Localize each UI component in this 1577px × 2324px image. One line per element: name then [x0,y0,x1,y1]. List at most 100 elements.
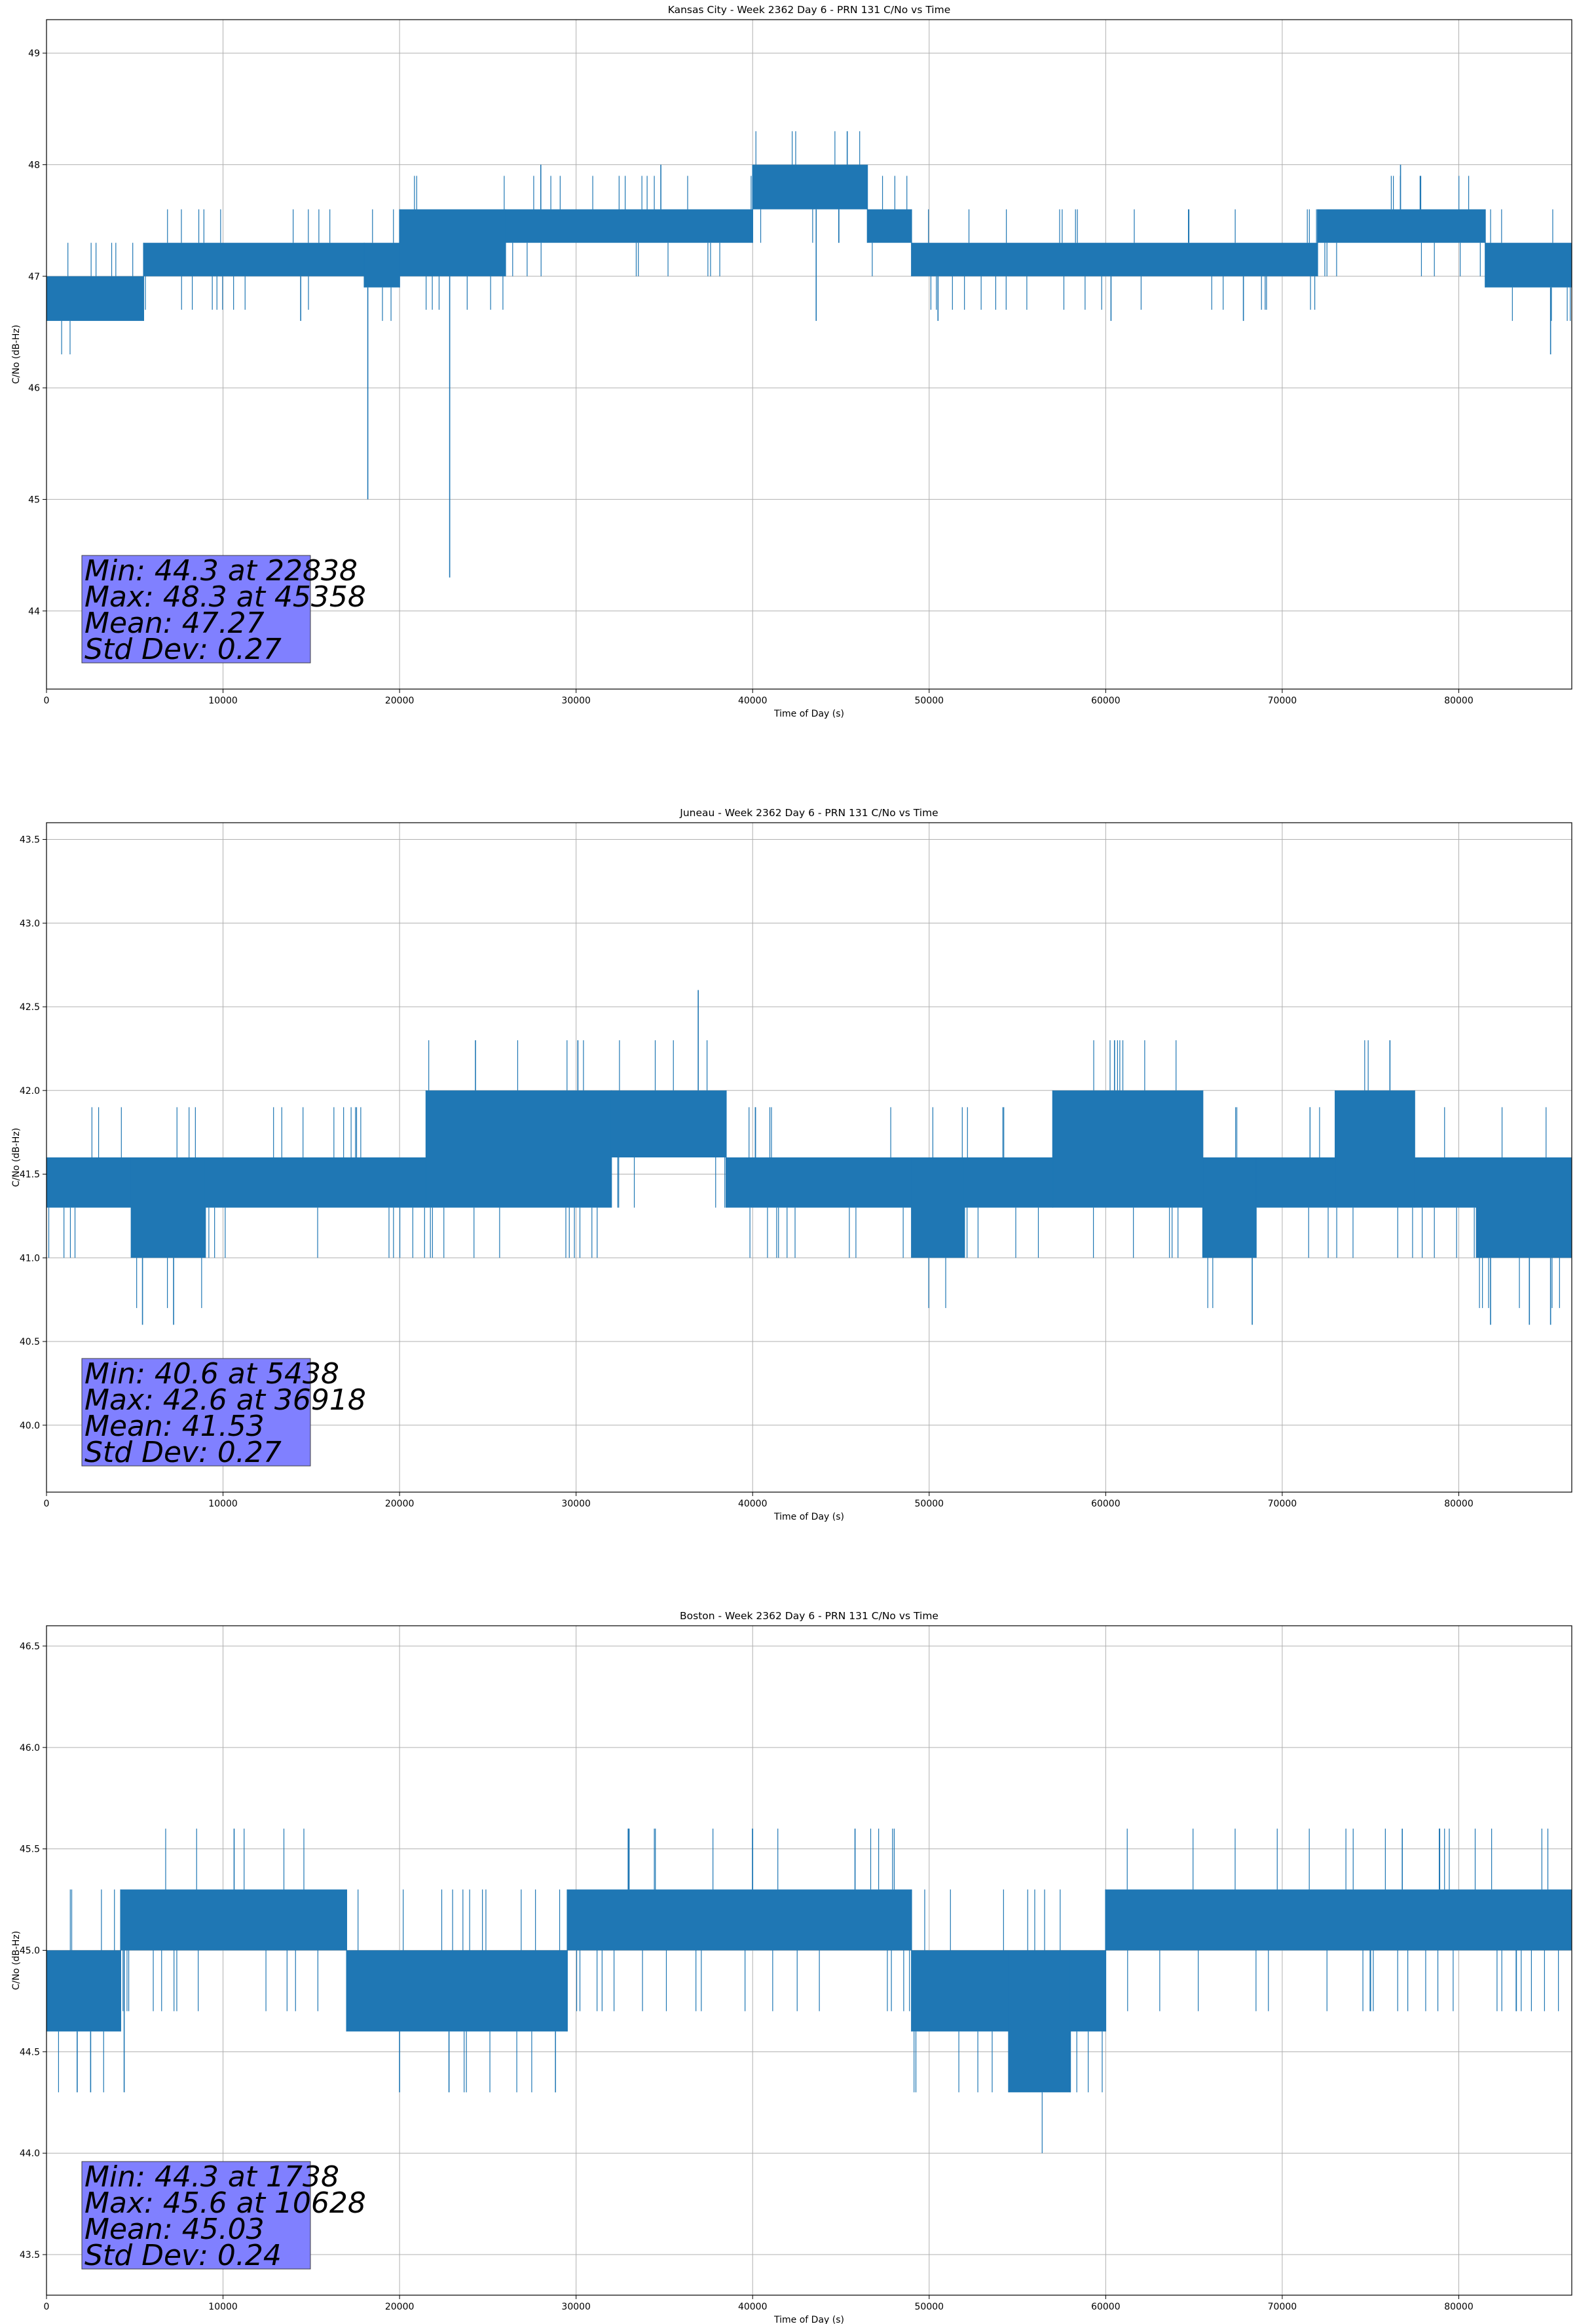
chart-title: Juneau - Week 2362 Day 6 - PRN 131 C/No … [679,807,938,819]
signal-band [1009,1950,1071,2093]
x-tick-label: 60000 [1091,2302,1121,2312]
y-tick-label: 44.0 [20,2148,40,2159]
signal-band [726,1157,912,1208]
y-tick-label: 41.5 [20,1170,40,1180]
y-tick-label: 44 [28,607,40,617]
signal-band [567,1889,912,1951]
signal-band [46,1950,121,2032]
x-tick-label: 70000 [1268,696,1297,706]
signal-band [1202,1157,1256,1258]
x-tick-label: 30000 [561,2302,591,2312]
signal-band [1485,242,1572,288]
stats-line: Std Dev: 0.24 [84,2239,282,2272]
stats-box [81,2161,311,2270]
x-tick-label: 20000 [385,2302,415,2312]
signal-band [1476,1157,1572,1258]
y-tick-label: 43.0 [20,918,40,929]
stats-line: Min: 44.3 at 1738 [84,2160,339,2194]
chart-title: Kansas City - Week 2362 Day 6 - PRN 131 … [668,4,951,16]
signal-band [911,1950,1009,2032]
stats-line: Mean: 45.03 [84,2213,265,2246]
signal-band [143,242,365,276]
signal-band [1335,1090,1415,1208]
x-tick-label: 80000 [1444,696,1474,706]
y-tick-label: 42.0 [20,1086,40,1096]
chart-panel-3: Boston - Week 2362 Day 6 - PRN 131 C/No … [11,1610,1572,2324]
x-tick-label: 60000 [1091,696,1121,706]
data-series [46,1828,1572,2154]
x-tick-label: 60000 [1091,1499,1121,1509]
signal-band [426,1090,612,1208]
signal-band [911,1157,965,1258]
stats-line: Mean: 41.53 [84,1410,265,1443]
y-tick-label: 43.5 [20,835,40,846]
stats-line: Max: 45.6 at 10628 [84,2186,366,2220]
chart-panel-2: Juneau - Week 2362 Day 6 - PRN 131 C/No … [11,807,1572,1522]
stats-line: Mean: 47.27 [84,607,265,640]
x-tick-label: 70000 [1268,1499,1297,1509]
y-tick-label: 47 [28,272,40,282]
y-tick-label: 48 [28,160,40,170]
x-tick-label: 0 [44,1499,50,1509]
y-tick-label: 46 [28,383,40,394]
y-tick-label: 46.5 [20,1641,40,1652]
stats-line: Std Dev: 0.27 [84,633,282,666]
x-tick-label: 20000 [385,1499,415,1509]
signal-band [346,1950,568,2032]
signal-band [121,1889,347,1951]
y-tick-label: 46.0 [20,1743,40,1753]
signal-band [364,242,400,288]
x-axis-label: Time of Day (s) [773,2315,844,2324]
stats-line: Std Dev: 0.27 [84,1436,282,1469]
y-axis-label: C/No (dB-Hz) [11,325,22,384]
signal-band [46,1157,132,1208]
y-tick-label: 45.0 [20,1946,40,1957]
signal-band [911,242,1318,276]
signal-band [752,164,868,210]
signal-band [1105,1889,1572,1951]
signal-band [505,209,753,243]
x-tick-label: 50000 [915,2302,944,2312]
stats-line: Min: 44.3 at 22838 [84,554,358,588]
signal-band [205,1157,426,1208]
stats-box [81,1358,311,1467]
stats-line: Max: 42.6 at 36918 [84,1383,366,1417]
signal-band [131,1157,206,1258]
signal-band [1317,209,1485,243]
x-tick-label: 50000 [915,1499,944,1509]
x-tick-label: 30000 [561,696,591,706]
x-tick-label: 10000 [208,2302,238,2312]
signal-band [1255,1157,1335,1208]
x-tick-label: 80000 [1444,2302,1474,2312]
stats-box [81,555,311,664]
stats-line: Min: 40.6 at 5438 [84,1357,339,1391]
y-tick-label: 40.0 [20,1421,40,1431]
y-tick-label: 42.5 [20,1002,40,1013]
y-tick-label: 49 [28,48,40,59]
signal-band [1415,1157,1477,1208]
x-tick-label: 70000 [1268,2302,1297,2312]
x-tick-label: 40000 [738,1499,768,1509]
chart-title: Boston - Week 2362 Day 6 - PRN 131 C/No … [680,1610,938,1622]
signal-band [611,1090,726,1157]
x-tick-label: 50000 [915,696,944,706]
y-tick-label: 40.5 [20,1337,40,1347]
axes-frame [46,19,1572,690]
x-tick-label: 0 [44,2302,50,2312]
x-tick-label: 40000 [738,2302,768,2312]
y-tick-label: 41.0 [20,1253,40,1264]
y-tick-label: 45.5 [20,1845,40,1855]
y-axis-label: C/No (dB-Hz) [11,1931,22,1990]
data-series [46,990,1572,1325]
x-tick-label: 40000 [738,696,768,706]
signal-band [46,276,144,321]
signal-band [399,209,506,276]
axes-frame [46,1625,1572,2296]
signal-band [867,209,912,243]
data-series [46,131,1572,578]
x-tick-label: 80000 [1444,1499,1474,1509]
x-tick-label: 20000 [385,696,415,706]
signal-band [1070,1950,1106,2032]
stats-line: Max: 48.3 at 45358 [84,580,366,614]
y-axis-label: C/No (dB-Hz) [11,1128,22,1187]
